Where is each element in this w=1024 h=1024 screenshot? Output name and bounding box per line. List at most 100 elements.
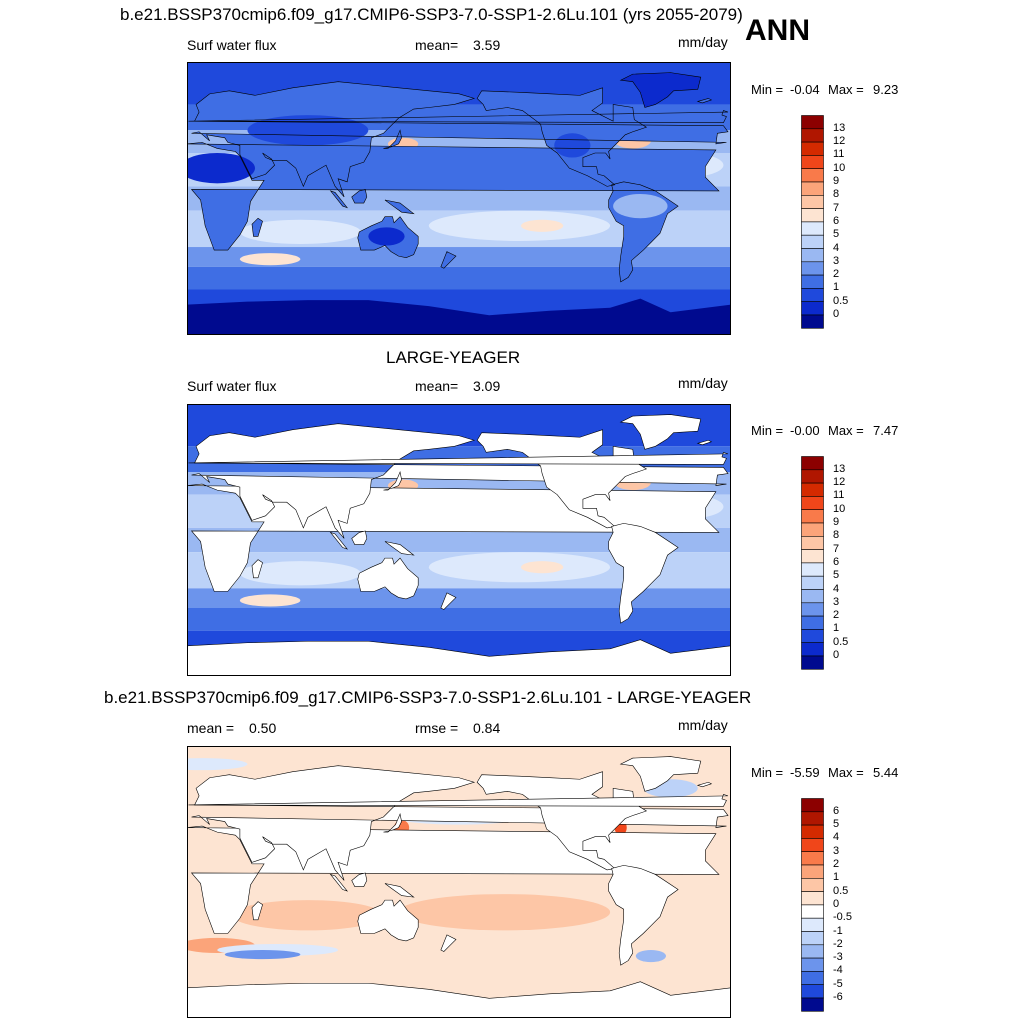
min-value: -0.04 (790, 82, 820, 97)
land-europeAsia (191, 81, 728, 197)
land-madagascar (251, 559, 263, 579)
max-label: Max = (828, 765, 864, 780)
colorbar-swatch (801, 957, 824, 972)
colorbar-tick-label: 0 (833, 308, 840, 320)
land-newGuinea (384, 883, 415, 898)
colorbar-tick-label: -3 (833, 951, 843, 964)
colorbar-swatch (801, 301, 824, 316)
map-field (187, 404, 731, 676)
colorbar-swatch (801, 931, 824, 946)
colorbar-swatch (801, 168, 824, 183)
map-field (187, 746, 731, 1018)
colorbar-swatches (801, 456, 824, 670)
land-madagascar (251, 218, 263, 237)
mean-label: mean= (415, 37, 459, 53)
colorbar-tick-label: 4 (833, 241, 840, 254)
colorbar-swatch (801, 917, 824, 932)
colorbar-tick-label: 2 (833, 609, 840, 622)
colorbar-swatch (801, 562, 824, 577)
colorbar-tick-label: 2 (833, 858, 840, 870)
colorbar-swatch (801, 971, 824, 985)
colorbar-swatch (801, 878, 824, 892)
land-japan (383, 812, 402, 833)
colorbar-swatch (801, 155, 824, 170)
colorbar-swatch (801, 864, 824, 879)
colorbar-tick-label: 13 (833, 462, 846, 475)
land-greenland (619, 414, 702, 450)
colorbar-tick-label: 0 (833, 897, 840, 910)
colorbar-swatch (801, 589, 824, 604)
map-frame (187, 746, 731, 1018)
colorbar-tick-label: 7 (833, 201, 840, 214)
colorbar-obs: 13 12 11 10 9 8 7 6 5 4 3 2 1 0.5 0 (801, 456, 901, 670)
colorbar-swatch (801, 811, 824, 826)
colorbar-tick-label: 12 (833, 476, 846, 489)
land-southAmerica (608, 865, 679, 966)
colorbar-swatch (801, 248, 824, 263)
min-value: -5.59 (790, 765, 820, 780)
land-japan (383, 470, 402, 491)
land-sumatra (329, 531, 349, 550)
colorbar-swatch (801, 575, 824, 590)
colorbar-tick-label: 6 (833, 804, 840, 817)
max-label: Max = (828, 82, 864, 97)
colorbar-tick-label: -4 (833, 964, 843, 977)
map-frame (187, 404, 731, 676)
colorbar-swatches (801, 798, 824, 1012)
max-value: 9.23 (873, 82, 899, 97)
season-label: ANN (745, 14, 810, 47)
colorbar-swatch (801, 195, 824, 209)
colorbar-swatch (801, 536, 824, 550)
colorbar-tick-label: 4 (833, 582, 840, 595)
colorbar-swatch (801, 456, 824, 471)
colorbar-swatch (801, 522, 824, 537)
land-australia (357, 899, 419, 942)
colorbar-swatch (801, 288, 824, 302)
colorbar-swatch (801, 602, 824, 617)
colorbar-swatch (801, 851, 824, 866)
colorbar-tick-label: 9 (833, 516, 840, 528)
colorbar-swatch (801, 314, 824, 329)
colorbar-tick-label: 4 (833, 831, 840, 844)
colorbar-tick-label: 1 (833, 871, 840, 884)
land-australia (357, 557, 419, 600)
rmse-value: 0.84 (473, 720, 501, 736)
diff-title: b.e21.BSSP370cmip6.f09_g17.CMIP6-SSP3-7.… (104, 688, 752, 707)
colorbar-swatch (801, 824, 824, 839)
colorbar-swatch (801, 997, 824, 1012)
colorbar-tick-label: 5 (833, 569, 840, 582)
land-sumatra (330, 190, 348, 208)
colorbar-tick-label: 0.5 (833, 294, 849, 307)
colorbar-swatch (801, 234, 824, 249)
colorbar-swatch (801, 482, 824, 497)
colorbar-tick-label: 10 (833, 502, 846, 515)
land-europeAsia (191, 423, 729, 539)
colorbar-tick-label: 6 (833, 214, 840, 227)
colorbar-swatch (801, 798, 824, 813)
mean-value: 3.59 (473, 37, 501, 53)
max-value: 5.44 (873, 765, 899, 780)
colorbar-swatch (801, 208, 824, 223)
figure-title: b.e21.BSSP370cmip6.f09_g17.CMIP6-SSP3-7.… (120, 5, 743, 24)
colorbar-swatch (801, 984, 824, 999)
colorbar-tick-label: 12 (833, 135, 846, 148)
units-label: mm/day (678, 375, 728, 391)
variable-label: Surf water flux (187, 378, 277, 394)
land-antarctica (187, 639, 731, 676)
colorbar-tick-label: 10 (833, 161, 846, 174)
land-nz (440, 251, 456, 269)
land-northAmerica (476, 771, 648, 871)
colorbar-tick-label: -5 (833, 977, 843, 990)
land-antarctica (187, 981, 731, 1018)
colorbar-swatch (801, 615, 824, 630)
colorbar-tick-label: 0.5 (833, 635, 849, 648)
colorbar-swatch (801, 655, 824, 670)
colorbar-swatch (801, 891, 824, 906)
colorbar-tick-label: 3 (833, 595, 840, 608)
land-europeAsia (191, 765, 729, 881)
land-sumatra (329, 873, 349, 892)
min-value: -0.00 (790, 423, 820, 438)
colorbar-tick-label: 6 (833, 555, 840, 568)
colorbar-swatch (801, 128, 824, 143)
colorbar-swatch (801, 642, 824, 657)
